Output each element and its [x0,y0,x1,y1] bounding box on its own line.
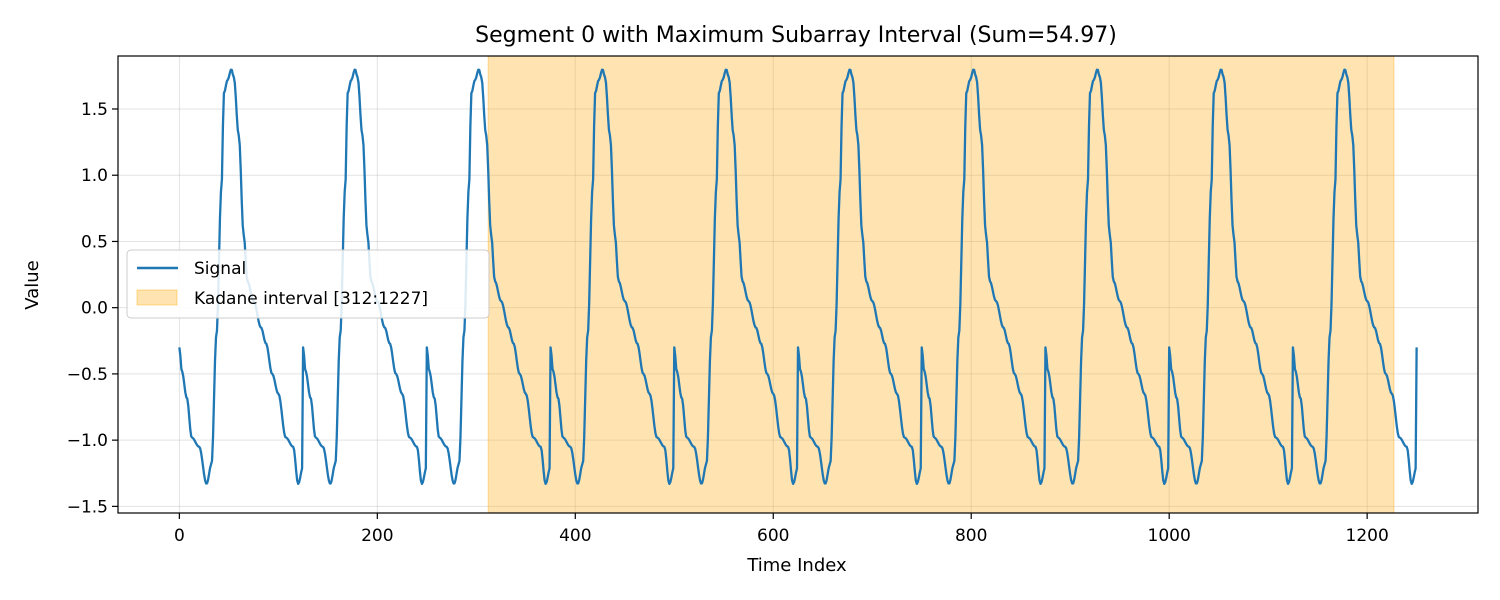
y-tick-label: −0.5 [67,365,108,385]
chart-title: Segment 0 with Maximum Subarray Interval… [475,23,1117,48]
y-axis-label: Value [22,260,43,309]
legend-interval-label: Kadane interval [312:1227] [194,289,428,309]
plot-frame [117,55,1479,514]
legend: Signal Kadane interval [312:1227] [126,249,490,319]
y-axis: −1.5 −1.0 −0.5 0.0 0.5 1.0 1.5 [67,100,118,517]
y-tick-label: 0.5 [81,232,108,252]
x-tick-label: 200 [361,526,393,546]
x-tick-label: 0 [174,526,185,546]
x-axis-label: Time Index [746,555,847,576]
x-tick-label: 800 [955,526,987,546]
series-layer [178,68,1418,486]
x-tick-label: 1000 [1148,526,1191,546]
x-tick-label: 1200 [1346,526,1389,546]
y-tick-label: 1.0 [81,166,108,186]
kadane-interval-band [487,55,1395,514]
x-tick-label: 600 [757,526,789,546]
x-tick-label: 400 [559,526,591,546]
legend-interval-swatch [136,289,178,306]
y-tick-label: −1.0 [67,431,108,451]
y-tick-label: 1.5 [81,100,108,120]
x-axis: 0 200 400 600 800 1000 1200 [174,513,1389,546]
legend-signal-label: Signal [194,259,246,279]
y-tick-label: 0.0 [81,299,108,319]
y-tick-label: −1.5 [67,497,108,517]
legend-box [126,249,490,319]
signal-series-line [178,68,1418,486]
interval-layer [487,55,1395,514]
